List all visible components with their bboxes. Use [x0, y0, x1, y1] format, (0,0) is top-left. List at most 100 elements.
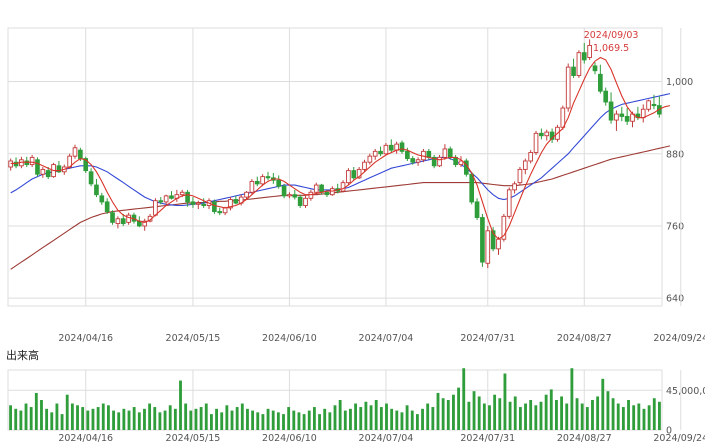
volume-bar: [482, 403, 486, 430]
high-date-annotation: 2024/09/03: [584, 30, 639, 41]
candle-body: [78, 149, 83, 160]
volume-bar: [658, 401, 661, 430]
volume-bar: [179, 380, 182, 430]
volume-bar: [148, 403, 152, 430]
candle-body: [190, 201, 196, 205]
volume-bar: [34, 392, 38, 430]
volume-bar: [534, 405, 538, 430]
volume-bar: [266, 408, 270, 430]
volume-bar: [158, 412, 162, 430]
volume-bar: [565, 403, 569, 430]
volume-bar: [400, 412, 404, 430]
candle-body: [437, 156, 442, 167]
volume-bar: [137, 412, 141, 430]
volume-bar: [539, 401, 543, 430]
price-x-tick-label: 2024/08/27: [557, 333, 612, 344]
candle-body: [249, 180, 255, 193]
volume-bar: [452, 394, 455, 430]
volume-bar: [209, 414, 213, 430]
volume-bar: [112, 410, 115, 430]
volume-bar: [462, 368, 466, 430]
volume-bar: [549, 389, 553, 430]
candle-body: [308, 191, 314, 199]
volume-x-tick-label: 2024/07/04: [359, 433, 414, 444]
volume-bar: [282, 414, 285, 430]
volume-bar: [374, 400, 378, 430]
candle-body: [646, 100, 651, 110]
candle-body: [469, 173, 475, 203]
volume-bar: [441, 398, 445, 430]
price-x-tick-label: 2024/07/31: [460, 333, 515, 344]
volume-bar: [76, 405, 79, 430]
candle-body: [281, 185, 287, 197]
volume-bar: [96, 407, 100, 430]
volume-bar: [328, 412, 332, 430]
volume-bar: [101, 403, 105, 430]
candle-body: [640, 108, 646, 119]
candle-body: [292, 194, 298, 198]
candle-body: [480, 217, 485, 263]
volume-bar: [555, 400, 558, 430]
price-y-tick-label: 880: [666, 149, 684, 160]
volume-bar: [379, 407, 383, 430]
candle-body: [265, 176, 271, 179]
candle-body: [485, 230, 491, 264]
volume-bar: [426, 403, 430, 430]
volume-bar: [276, 412, 280, 430]
volume-bar: [19, 410, 23, 430]
volume-bar: [86, 410, 90, 430]
candle-body: [565, 66, 571, 109]
candle-body: [153, 200, 158, 216]
candle-body: [388, 144, 394, 151]
volume-bar: [359, 407, 363, 430]
volume-bar: [647, 405, 651, 430]
candle-body: [608, 101, 614, 121]
candle-body: [544, 131, 550, 137]
volume-bar: [230, 410, 234, 430]
volume-bar: [390, 408, 394, 430]
volume-bar: [518, 407, 522, 430]
candle-body: [169, 195, 174, 199]
candle-body: [13, 161, 19, 167]
candle-body: [297, 196, 303, 206]
candle-body: [383, 144, 389, 155]
candle-body: [260, 176, 265, 185]
volume-bar: [117, 412, 121, 430]
candle-body: [340, 182, 346, 192]
volume-x-tick-label: 2024/04/16: [58, 433, 113, 444]
volume-bar: [560, 396, 563, 430]
candle-body: [45, 170, 51, 178]
candle-body: [212, 201, 217, 212]
candle-body: [8, 160, 14, 168]
volume-bar: [91, 408, 95, 430]
volume-bar: [163, 410, 167, 430]
volume-bar: [70, 403, 74, 430]
candle-body: [576, 52, 582, 76]
volume-bar: [251, 410, 255, 430]
candle-body: [233, 199, 239, 204]
volume-bar: [45, 408, 49, 430]
candle-body: [458, 160, 464, 166]
price-x-tick-label: 2024/07/04: [359, 333, 414, 344]
volume-bar: [570, 368, 574, 430]
candle-body: [614, 113, 619, 121]
candle-body: [431, 156, 437, 167]
candle-body: [356, 168, 362, 179]
volume-y-tick-label: 0: [666, 426, 672, 437]
volume-bar: [287, 407, 291, 430]
price-y-tick-label: 1,000: [666, 77, 693, 88]
volume-bar: [616, 403, 620, 430]
candle-body: [405, 150, 410, 160]
candle-body: [442, 148, 448, 158]
volume-bar: [642, 408, 646, 430]
volume-x-tick-label: 2024/05/15: [166, 433, 221, 444]
volume-bar: [107, 405, 110, 430]
volume-bar: [513, 396, 517, 430]
candle-body: [158, 200, 164, 203]
candle-body: [533, 132, 539, 154]
volume-bar: [333, 405, 337, 430]
volume-x-tick-label: 2024/06/10: [262, 433, 317, 444]
volume-bar: [477, 396, 481, 430]
candle-body: [126, 214, 131, 223]
